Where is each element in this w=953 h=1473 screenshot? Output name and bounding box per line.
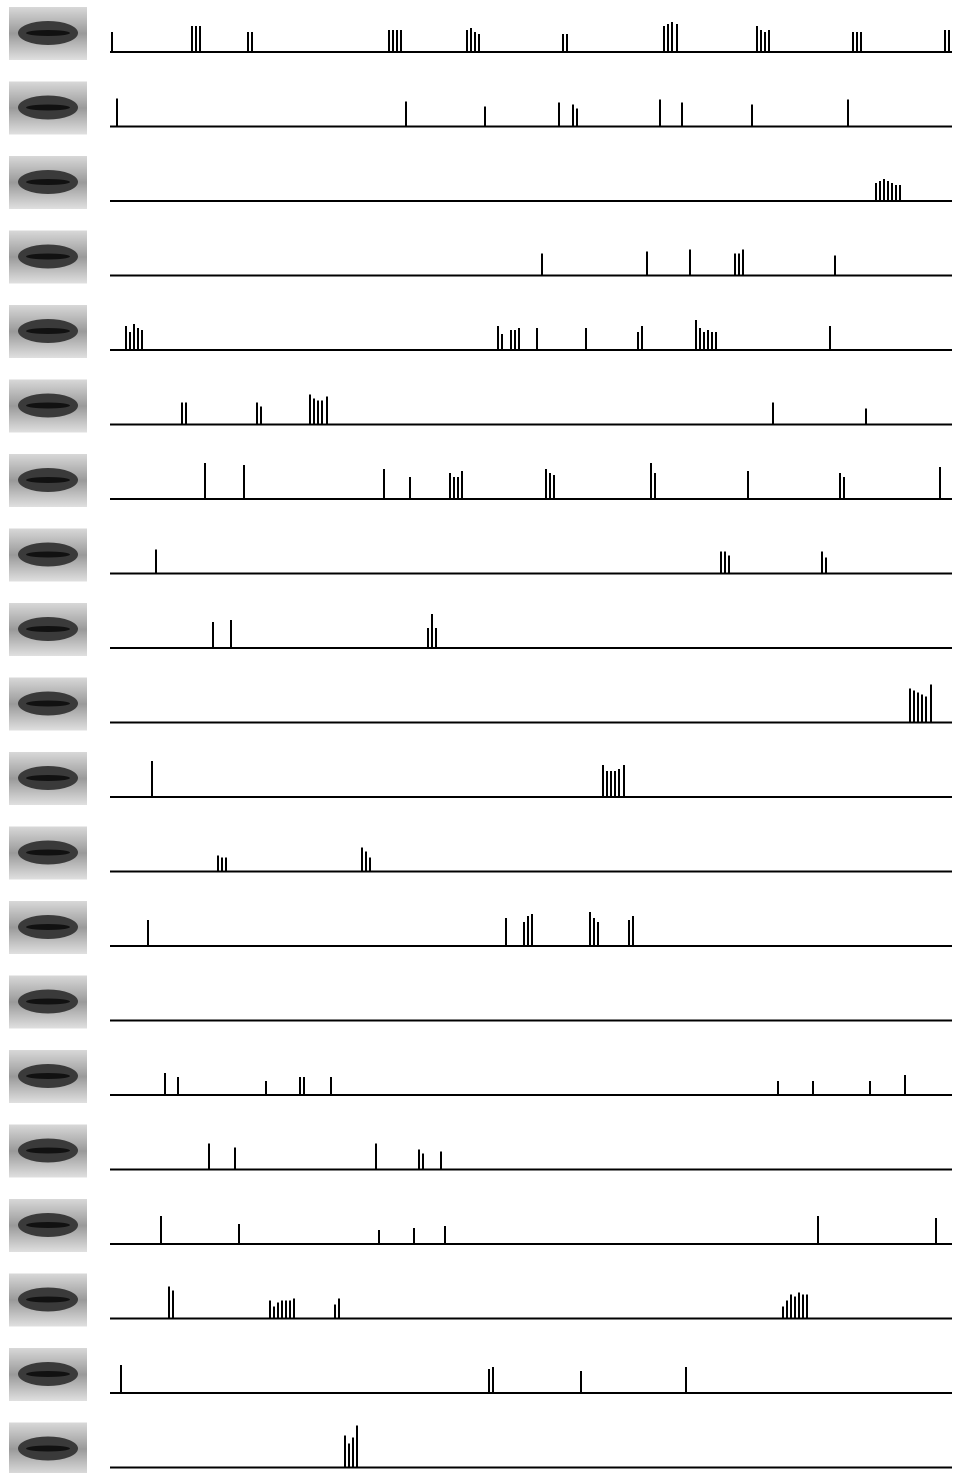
mouth-inner: [26, 179, 70, 185]
mouth-inner: [26, 1446, 70, 1452]
mouth-inner: [26, 403, 70, 409]
mouth-inner: [26, 254, 70, 260]
mouth-inner: [26, 924, 70, 930]
mouth-inner: [26, 850, 70, 856]
mouth-inner: [26, 1222, 70, 1228]
mouth-inner: [26, 701, 70, 707]
mouth-inner: [26, 1297, 70, 1303]
mouth-inner: [26, 30, 70, 36]
mouth-inner: [26, 1371, 70, 1377]
mouth-inner: [26, 775, 70, 781]
figure: [0, 0, 953, 1473]
mouth-inner: [26, 1148, 70, 1154]
mouth-inner: [26, 477, 70, 483]
mouth-inner: [26, 328, 70, 334]
mouth-inner: [26, 1073, 70, 1079]
mouth-inner: [26, 626, 70, 632]
mouth-inner: [26, 999, 70, 1005]
mouth-inner: [26, 105, 70, 111]
mouth-inner: [26, 552, 70, 558]
